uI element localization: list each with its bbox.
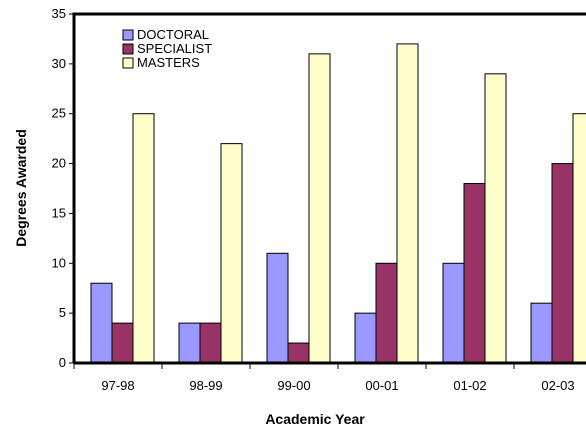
y-tick-label: 20 — [52, 156, 66, 171]
y-tick-label: 30 — [52, 56, 66, 71]
y-tick-label: 15 — [52, 205, 66, 220]
y-axis-title: Degrees Awarded — [13, 129, 29, 247]
bar-doctoral-01-02 — [442, 262, 465, 364]
axes-layer: 0 5 10 15 20 25 30 35 97-98 98-99 99-00 00-01 01-02 0… — [52, 6, 586, 393]
y-tick-label: 0 — [59, 355, 66, 370]
bars-layer — [90, 43, 586, 364]
bar-doctoral-02-03 — [530, 302, 553, 364]
bar-masters-00-01 — [396, 43, 419, 364]
x-tick-label: 99-00 — [277, 378, 310, 393]
bar-masters-01-02 — [484, 73, 507, 364]
bar-doctoral-97-98 — [90, 282, 113, 364]
y-tick-label: 5 — [59, 305, 66, 320]
bar-masters-02-03 — [572, 113, 586, 364]
x-axis-title: Academic Year — [265, 411, 365, 427]
bar-doctoral-98-99 — [178, 322, 201, 364]
bar-specialist-98-99 — [199, 322, 222, 364]
bar-specialist-99-00 — [287, 342, 310, 364]
bar-masters-97-98 — [132, 113, 155, 364]
legend-swatch-specialist — [122, 43, 134, 55]
bar-doctoral-00-01 — [354, 312, 377, 364]
x-tick-label: 01-02 — [453, 378, 486, 393]
legend-label-doctoral: DOCTORAL — [137, 27, 209, 42]
x-tick-label: 00-01 — [365, 378, 398, 393]
y-tick-label: 35 — [52, 6, 66, 21]
bar-specialist-00-01 — [375, 262, 398, 364]
bar-specialist-01-02 — [463, 183, 486, 364]
legend-label-specialist: SPECIALIST — [137, 41, 212, 56]
bar-doctoral-99-00 — [266, 252, 289, 364]
bar-masters-98-99 — [220, 143, 243, 364]
y-tick-label: 25 — [52, 106, 66, 121]
x-tick-label: 97-98 — [101, 378, 134, 393]
x-tick-label: 98-99 — [189, 378, 222, 393]
bar-specialist-97-98 — [111, 322, 134, 364]
bar-specialist-02-03 — [551, 163, 574, 364]
bar-masters-99-00 — [308, 53, 331, 364]
legend-swatch-doctoral — [122, 29, 134, 41]
x-tick-label: 02-03 — [541, 378, 574, 393]
legend-label-masters: MASTERS — [137, 55, 200, 70]
legend-swatch-masters — [122, 57, 134, 69]
y-tick-label: 10 — [52, 255, 66, 270]
plot-border — [72, 12, 586, 363]
